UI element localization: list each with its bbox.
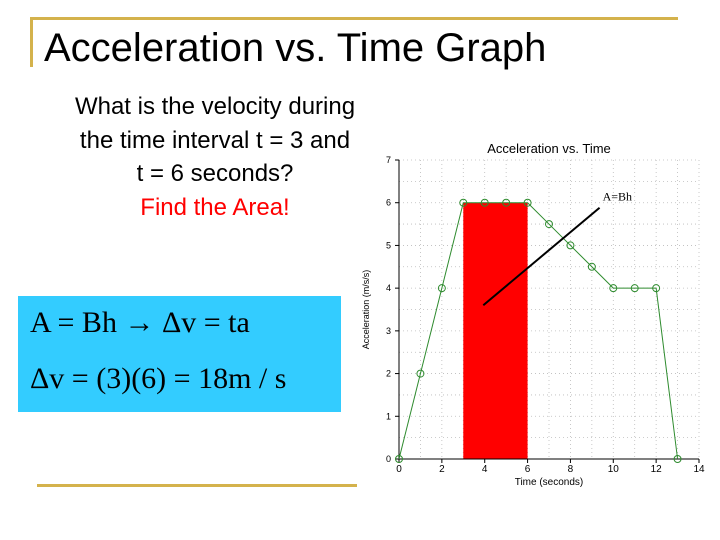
data-point (673, 455, 682, 463)
slide-title: Acceleration vs. Time Graph (44, 26, 547, 70)
plot-area (399, 160, 699, 459)
x-tick-label: 6 (525, 464, 531, 475)
data-point (502, 198, 511, 207)
y-tick-label: 0 (386, 454, 391, 464)
question-text: What is the velocity during the time int… (30, 90, 400, 224)
data-point (609, 284, 618, 293)
frame-top-line (30, 17, 678, 20)
y-axis-label: Acceleration (m/s/s) (361, 270, 371, 350)
x-tick-label: 10 (608, 464, 620, 475)
annotation-label: A=Bh (603, 190, 632, 204)
y-tick-label: 2 (386, 369, 391, 379)
data-point (523, 198, 532, 207)
formula-box: A = Bh → Δv = ta Δv = (3)(6) = 18m / s (18, 296, 341, 412)
data-point (480, 198, 489, 207)
data-point (630, 284, 639, 293)
shaded-area-rect (463, 202, 528, 459)
y-tick-label: 3 (386, 326, 391, 336)
frame-left-line (30, 17, 33, 67)
x-tick-label: 2 (439, 464, 445, 475)
x-tick-label: 12 (651, 464, 663, 475)
chart-container: 0 2 4 6 8 10 12 14 0 1 2 3 4 5 6 7 Acceleration vs. Time… (355, 140, 717, 490)
y-tick-label: 1 (386, 411, 391, 421)
frame-bottom-line (37, 484, 357, 487)
data-point (395, 455, 403, 463)
question-line-1: What is the velocity during (74, 93, 356, 120)
y-tick-label: 6 (386, 198, 391, 208)
annotation-pointer (482, 206, 601, 306)
data-point (566, 241, 575, 250)
y-tick-label: 7 (386, 155, 391, 165)
data-point (437, 284, 446, 293)
question-line-2: the time interval t = 3 and (79, 126, 351, 154)
data-point (416, 369, 425, 378)
x-tick-label: 8 (568, 464, 574, 475)
formula-line-2: Δv = (3)(6) = 18m / s (30, 362, 287, 395)
data-point (459, 198, 468, 207)
x-tick-label: 4 (482, 464, 488, 475)
data-point (587, 262, 596, 271)
question-line-3: t = 6 seconds? (136, 160, 294, 188)
chart-title: Acceleration vs. Time (487, 141, 611, 156)
formula-line-1: A = Bh → Δv = ta (30, 306, 250, 339)
x-tick-label: 0 (396, 464, 402, 475)
data-point (545, 220, 553, 229)
data-point (652, 284, 661, 293)
x-tick-label: 14 (693, 464, 705, 475)
hint-text: Find the Area! (140, 193, 290, 221)
x-axis-label: Time (seconds) (515, 477, 584, 488)
y-tick-label: 5 (386, 240, 391, 250)
y-tick-label: 4 (386, 283, 391, 293)
